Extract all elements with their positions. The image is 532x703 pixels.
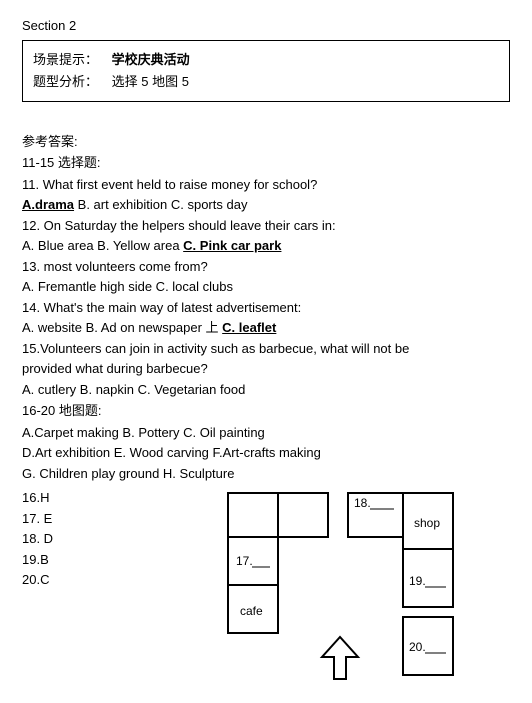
label-17: 17.: [236, 554, 253, 568]
q15-line1: 15.Volunteers can join in activity such …: [22, 339, 510, 359]
ans-20: 20.C: [22, 570, 72, 590]
map-opts-2: D.Art exhibition E. Wood carving F.Art-c…: [22, 443, 510, 463]
q15-opts: A. cutlery B. napkin C. Vegetarian food: [22, 380, 510, 400]
info-row-1: 场景提示： 学校庆典活动: [33, 50, 499, 70]
label-18: 18.: [354, 496, 371, 510]
row2-label: 题型分析：: [33, 74, 98, 89]
map-opts-1: A.Carpet making B. Pottery C. Oil painti…: [22, 423, 510, 443]
q-heading-2: 16-20 地图题:: [22, 401, 510, 421]
q14-opts: A. website B. Ad on newspaper 上 C. leafl…: [22, 318, 510, 338]
q14-answer: C. leaflet: [222, 320, 276, 335]
q14: 14. What's the main way of latest advert…: [22, 298, 510, 318]
ans-19: 19.B: [22, 550, 72, 570]
q12-answer: C. Pink car park: [183, 238, 281, 253]
q13-opts: A. Fremantle high side C. local clubs: [22, 277, 510, 297]
row2-value: 选择 5 地图 5: [112, 74, 189, 89]
section-title: Section 2: [22, 16, 510, 36]
label-19: 19.: [409, 574, 426, 588]
info-box: 场景提示： 学校庆典活动 题型分析： 选择 5 地图 5: [22, 40, 510, 102]
q15-line2: provided what during barbecue?: [22, 359, 510, 379]
label-20: 20.: [409, 640, 426, 654]
row1-label: 场景提示：: [33, 52, 98, 67]
q11-answer: A.drama: [22, 197, 74, 212]
answers-column: 16.H 17. E 18. D 19.B 20.C: [22, 487, 72, 591]
q13: 13. most volunteers come from?: [22, 257, 510, 277]
label-cafe: cafe: [240, 604, 263, 618]
row1-value: 学校庆典活动: [112, 52, 190, 67]
block-top-left-2: [278, 493, 328, 537]
ref-heading: 参考答案:: [22, 132, 510, 152]
q12-opts: A. Blue area B. Yellow area C. Pink car …: [22, 236, 510, 256]
ans-17: 17. E: [22, 509, 72, 529]
arrow-icon: [322, 637, 358, 679]
q11-rest: B. art exhibition C. sports day: [74, 197, 247, 212]
map-svg: 17. cafe 18. shop 19. 20.: [222, 487, 462, 687]
ans-16: 16.H: [22, 488, 72, 508]
q11: 11. What first event held to raise money…: [22, 175, 510, 195]
q14-ab: A. website B. Ad on newspaper 上: [22, 320, 222, 335]
label-shop: shop: [414, 516, 440, 530]
ans-18: 18. D: [22, 529, 72, 549]
q-heading-1: 11-15 选择题:: [22, 153, 510, 173]
map-diagram: 17. cafe 18. shop 19. 20.: [222, 487, 462, 687]
q11-opts: A.drama B. art exhibition C. sports day: [22, 195, 510, 215]
lower-area: 16.H 17. E 18. D 19.B 20.C 17. cafe 18. …: [22, 487, 510, 687]
block-top-left-1: [228, 493, 278, 537]
q12-ab: A. Blue area B. Yellow area: [22, 238, 183, 253]
info-row-2: 题型分析： 选择 5 地图 5: [33, 72, 499, 92]
q12: 12. On Saturday the helpers should leave…: [22, 216, 510, 236]
map-opts-3: G. Children play ground H. Sculpture: [22, 464, 510, 484]
